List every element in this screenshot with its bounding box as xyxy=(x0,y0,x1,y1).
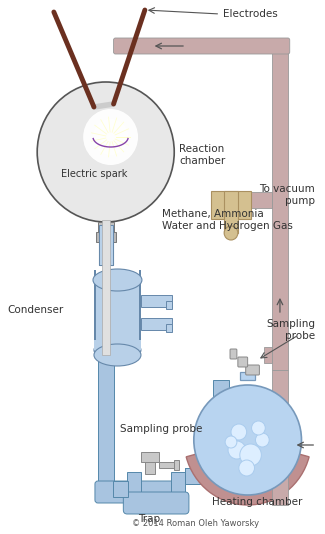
Text: Reaction
chamber: Reaction chamber xyxy=(179,144,225,166)
Bar xyxy=(141,318,172,330)
Wedge shape xyxy=(186,440,309,505)
Bar xyxy=(185,468,229,484)
FancyBboxPatch shape xyxy=(246,365,259,375)
Bar xyxy=(99,225,112,265)
Bar xyxy=(127,472,141,510)
Ellipse shape xyxy=(94,344,141,366)
Circle shape xyxy=(240,444,261,466)
FancyBboxPatch shape xyxy=(230,349,237,359)
Text: Electric spark: Electric spark xyxy=(61,169,127,179)
Bar xyxy=(214,380,229,440)
Circle shape xyxy=(239,460,254,476)
Circle shape xyxy=(37,82,174,222)
Bar xyxy=(98,222,113,232)
Bar xyxy=(159,462,176,468)
Bar xyxy=(94,280,141,290)
Bar xyxy=(212,191,251,219)
Text: © 2014 Roman Oleh Yaworsky: © 2014 Roman Oleh Yaworsky xyxy=(132,519,259,528)
FancyBboxPatch shape xyxy=(113,38,290,54)
Bar xyxy=(233,192,272,208)
Text: Condenser: Condenser xyxy=(8,305,64,315)
Bar xyxy=(145,452,155,474)
Ellipse shape xyxy=(94,340,141,360)
FancyBboxPatch shape xyxy=(123,492,189,514)
Bar xyxy=(272,370,288,505)
Bar xyxy=(112,481,128,497)
Circle shape xyxy=(225,436,237,448)
Bar xyxy=(166,324,172,332)
Text: Electrodes: Electrodes xyxy=(223,9,278,19)
Text: Heating chamber: Heating chamber xyxy=(212,497,303,507)
FancyBboxPatch shape xyxy=(95,481,179,503)
Bar xyxy=(166,301,172,309)
Bar xyxy=(224,191,238,233)
Bar xyxy=(174,460,179,470)
Bar xyxy=(272,40,288,370)
Bar xyxy=(185,468,229,484)
Circle shape xyxy=(228,441,246,459)
Circle shape xyxy=(224,226,238,240)
Bar xyxy=(264,347,272,363)
Bar xyxy=(99,235,112,265)
Bar xyxy=(94,270,96,340)
Text: Trap: Trap xyxy=(138,514,160,524)
Bar xyxy=(139,270,141,340)
Bar xyxy=(102,220,110,355)
Circle shape xyxy=(231,424,247,440)
Circle shape xyxy=(194,385,302,495)
Bar xyxy=(272,421,297,437)
Bar xyxy=(96,232,115,242)
Circle shape xyxy=(93,119,128,155)
Circle shape xyxy=(252,421,265,435)
Text: Methane, Ammonia
Water and Hydrogen Gas: Methane, Ammonia Water and Hydrogen Gas xyxy=(162,209,292,231)
FancyBboxPatch shape xyxy=(238,357,248,367)
Text: To vacuum
pump: To vacuum pump xyxy=(259,184,315,206)
Bar xyxy=(141,452,159,462)
Bar xyxy=(240,372,255,380)
Ellipse shape xyxy=(93,269,142,291)
Circle shape xyxy=(83,109,138,165)
Bar xyxy=(98,355,113,490)
Bar xyxy=(141,295,172,307)
Bar xyxy=(99,222,112,252)
Ellipse shape xyxy=(94,270,141,290)
Circle shape xyxy=(255,433,269,447)
Text: Sampling probe: Sampling probe xyxy=(120,424,203,434)
Text: Sampling
probe: Sampling probe xyxy=(266,319,315,341)
Bar xyxy=(94,290,141,350)
Bar xyxy=(171,472,185,510)
